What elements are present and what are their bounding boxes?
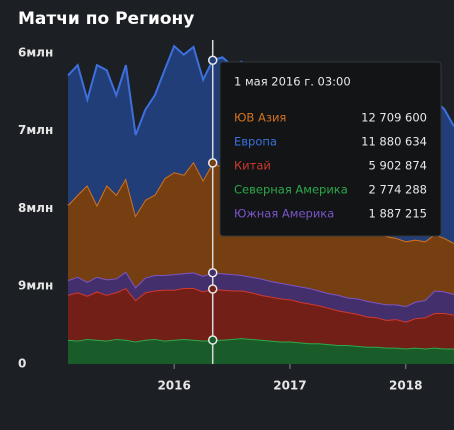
tooltip-value: 12 709 600 bbox=[361, 111, 427, 125]
area bbox=[68, 338, 454, 364]
hover-point bbox=[207, 335, 218, 345]
tooltip-name: Китай bbox=[234, 159, 271, 173]
tooltip-name: Северная Америка bbox=[234, 183, 348, 197]
tooltip-value: 2 774 288 bbox=[368, 183, 427, 197]
y-tick-label: 8млн bbox=[18, 201, 53, 215]
y-tick-label: 6млн bbox=[18, 45, 53, 59]
tooltip-box bbox=[219, 61, 442, 237]
chart-title: Матчи по Региону bbox=[18, 9, 194, 29]
tooltip-value: 11 880 634 bbox=[361, 135, 427, 149]
tooltip-name: ЮВ Азия bbox=[234, 111, 286, 125]
x-tick-label: 2017 bbox=[273, 379, 306, 393]
tooltip-title: 1 мая 2016 г. 03:00 bbox=[234, 75, 351, 89]
area bbox=[68, 287, 454, 349]
tooltip-value: 1 887 215 bbox=[368, 207, 427, 221]
hover-point bbox=[207, 267, 218, 278]
tooltip-value: 5 902 874 bbox=[368, 159, 427, 173]
tooltip: 1 мая 2016 г. 03:00 ЮВ Азия 12 709 600 Евро… bbox=[219, 61, 442, 237]
area bbox=[68, 271, 454, 322]
hover-point bbox=[207, 158, 218, 168]
hover-point bbox=[207, 55, 218, 66]
tooltip-name: Европа bbox=[234, 135, 277, 149]
y-tick-label: 7млн bbox=[18, 123, 53, 137]
tooltip-name: Южная Америка bbox=[234, 207, 334, 221]
hover-point bbox=[207, 284, 218, 294]
y-tick-label: 9млн bbox=[18, 279, 53, 293]
x-tick-label: 2016 bbox=[157, 379, 190, 393]
y-tick-label: 0 bbox=[18, 357, 26, 371]
x-tick-label: 2018 bbox=[389, 379, 422, 393]
